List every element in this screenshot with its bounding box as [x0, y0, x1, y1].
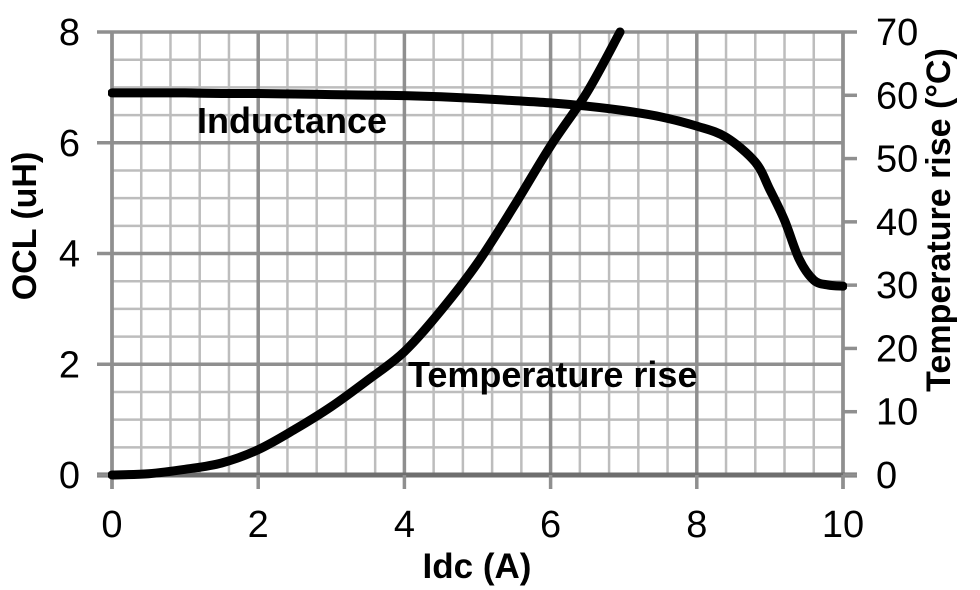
series-label-temperature-rise: Temperature rise: [408, 354, 697, 395]
x-tick-label: 8: [686, 504, 707, 546]
y-left-tick-label: 6: [59, 123, 80, 165]
y-right-tick-label: 30: [876, 265, 918, 307]
tick-labels: 0 2 4 6 8 0 10 20 30 40 50 60 70 0 2 4 6 8 10: [59, 12, 918, 546]
x-tick-label: 0: [101, 504, 122, 546]
y-right-tick-label: 0: [876, 455, 897, 497]
y-left-tick-label: 8: [59, 12, 80, 54]
curve-inductance: [108, 88, 847, 291]
x-tick-label: 10: [822, 504, 864, 546]
curve-temperature-rise: [108, 27, 625, 480]
data-series-curves: [108, 27, 847, 480]
x-tick-label: 2: [248, 504, 269, 546]
y-right-tick-label: 20: [876, 328, 918, 370]
y-right-tick-label: 70: [876, 12, 918, 54]
x-tick-label: 4: [394, 504, 415, 546]
y-left-tick-label: 2: [59, 344, 80, 386]
y-left-tick-label: 0: [59, 455, 80, 497]
axes-and-ticks: [97, 30, 857, 489]
x-axis-title: Idc (A): [423, 547, 532, 586]
y-right-tick-label: 50: [876, 139, 918, 181]
series-label-inductance: Inductance: [197, 100, 387, 141]
y-right-tick-label: 10: [876, 392, 918, 434]
y-right-tick-label: 40: [876, 202, 918, 244]
x-tick-label: 6: [540, 504, 561, 546]
left-axis-title: OCL (uH): [6, 152, 44, 301]
y-left-tick-label: 4: [59, 234, 80, 276]
y-right-tick-label: 60: [876, 75, 918, 117]
right-axis-title: Temperature rise (°C): [920, 48, 958, 392]
